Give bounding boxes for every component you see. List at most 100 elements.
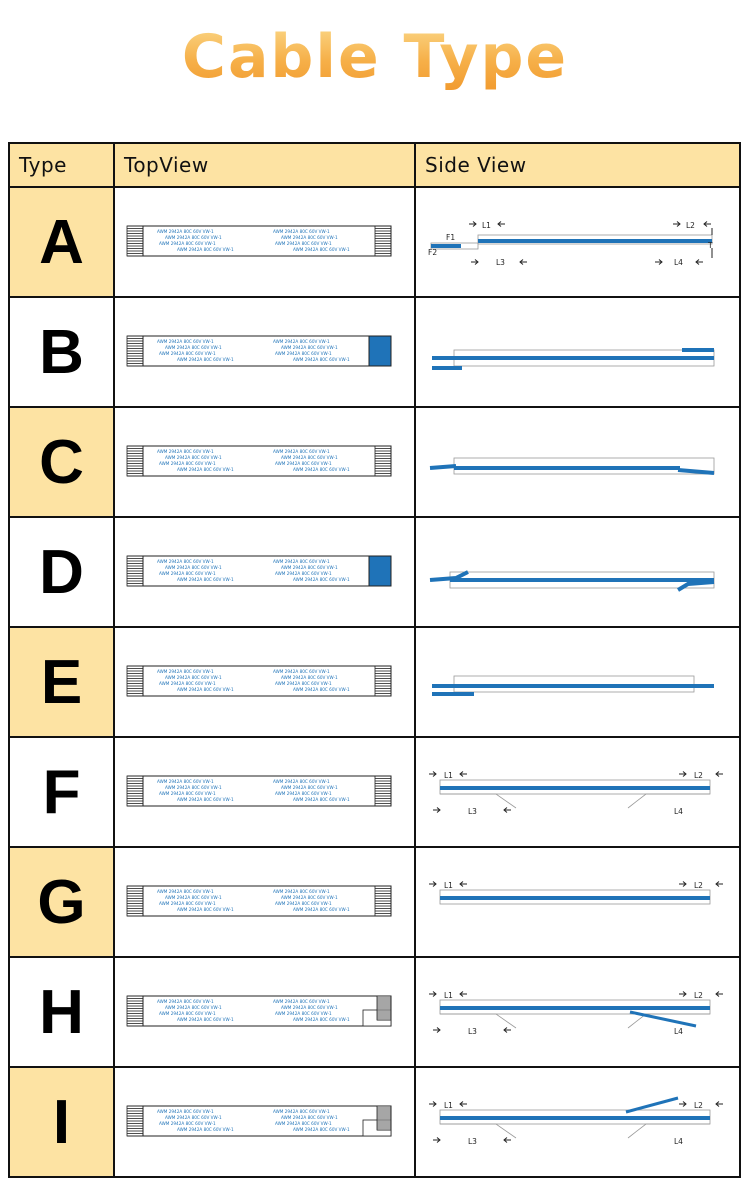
svg-text:AWM 2942A 80C 60V VW-1: AWM 2942A 80C 60V VW-1	[273, 339, 330, 344]
side-view-diagram-8: L1 L2 L3 L4	[429, 1096, 723, 1146]
svg-text:AWM 2942A 80C 60V VW-1: AWM 2942A 80C 60V VW-1	[293, 687, 350, 692]
svg-text:AWM 2942A 80C 60V VW-1: AWM 2942A 80C 60V VW-1	[165, 1115, 222, 1120]
svg-text:AWM 2942A 80C 60V VW-1: AWM 2942A 80C 60V VW-1	[273, 559, 330, 564]
type-label: C	[39, 427, 84, 497]
sideview-cell: L1 L2 L3 L4	[414, 1066, 741, 1178]
svg-text:L3: L3	[496, 258, 505, 267]
svg-text:AWM 2942A 80C 60V VW-1: AWM 2942A 80C 60V VW-1	[293, 1127, 350, 1132]
type-label: I	[52, 1087, 71, 1157]
topview-cell: AWM 2942A 80C 60V VW-1 AWM 2942A 80C 60V …	[113, 846, 416, 958]
svg-text:AWM 2942A 80C 60V VW-1: AWM 2942A 80C 60V VW-1	[157, 449, 214, 454]
type-label: G	[37, 867, 86, 937]
svg-text:AWM 2942A 80C 60V VW-1: AWM 2942A 80C 60V VW-1	[293, 797, 350, 802]
type-cell: I	[8, 1066, 115, 1178]
topview-cell: AWM 2942A 80C 60V VW-1 AWM 2942A 80C 60V …	[113, 956, 416, 1068]
svg-text:L1: L1	[444, 991, 453, 1000]
svg-text:AWM 2942A 80C 60V VW-1: AWM 2942A 80C 60V VW-1	[177, 1127, 234, 1132]
svg-text:AWM 2942A 80C 60V VW-1: AWM 2942A 80C 60V VW-1	[159, 461, 216, 466]
svg-text:L2: L2	[694, 1101, 703, 1110]
svg-text:AWM 2942A 80C 60V VW-1: AWM 2942A 80C 60V VW-1	[273, 779, 330, 784]
sideview-cell	[414, 516, 741, 628]
side-view-diagram-1	[432, 348, 715, 370]
svg-text:AWM 2942A 80C 60V VW-1: AWM 2942A 80C 60V VW-1	[157, 889, 214, 894]
svg-text:L2: L2	[694, 771, 703, 780]
svg-text:AWM 2942A 80C 60V VW-1: AWM 2942A 80C 60V VW-1	[281, 785, 338, 790]
svg-text:AWM 2942A 80C 60V VW-1: AWM 2942A 80C 60V VW-1	[281, 565, 338, 570]
table-row: I AWM 2942A 80C 60V VW-1 AWM 2942A 80C 60…	[8, 1066, 741, 1178]
side-view-diagram-4	[432, 675, 714, 696]
svg-text:AWM 2942A 80C 60V VW-1: AWM 2942A 80C 60V VW-1	[275, 241, 332, 246]
svg-text:AWM 2942A 80C 60V VW-1: AWM 2942A 80C 60V VW-1	[281, 1115, 338, 1120]
cable-type-table: Type TopView Side View A AWM 2942A 80C 6…	[8, 142, 741, 1178]
sideview-cell: L1 L2	[414, 846, 741, 958]
sideview-cell: L1 L2 L3 L4	[414, 956, 741, 1068]
svg-text:AWM 2942A 80C 60V VW-1: AWM 2942A 80C 60V VW-1	[159, 901, 216, 906]
svg-text:AWM 2942A 80C 60V VW-1: AWM 2942A 80C 60V VW-1	[281, 895, 338, 900]
svg-text:AWM 2942A 80C 60V VW-1: AWM 2942A 80C 60V VW-1	[165, 675, 222, 680]
svg-text:L1: L1	[444, 881, 453, 890]
type-cell: H	[8, 956, 115, 1068]
svg-text:AWM 2942A 80C 60V VW-1: AWM 2942A 80C 60V VW-1	[159, 1011, 216, 1016]
top-view-diagram-1: AWM 2942A 80C 60V VW-1 AWM 2942A 80C 60V …	[126, 335, 392, 367]
header-type: Type	[8, 142, 115, 188]
type-cell: G	[8, 846, 115, 958]
svg-text:AWM 2942A 80C 60V VW-1: AWM 2942A 80C 60V VW-1	[157, 779, 214, 784]
type-label: A	[39, 207, 84, 277]
svg-text:AWM 2942A 80C 60V VW-1: AWM 2942A 80C 60V VW-1	[157, 999, 214, 1004]
header-sideview: Side View	[414, 142, 741, 188]
svg-text:L4: L4	[674, 1027, 683, 1036]
topview-cell: AWM 2942A 80C 60V VW-1 AWM 2942A 80C 60V …	[113, 406, 416, 518]
svg-text:AWM 2942A 80C 60V VW-1: AWM 2942A 80C 60V VW-1	[281, 1005, 338, 1010]
type-cell: A	[8, 186, 115, 298]
svg-text:AWM 2942A 80C 60V VW-1: AWM 2942A 80C 60V VW-1	[275, 351, 332, 356]
svg-text:L2: L2	[694, 991, 703, 1000]
svg-text:AWM 2942A 80C 60V VW-1: AWM 2942A 80C 60V VW-1	[273, 1109, 330, 1114]
svg-text:AWM 2942A 80C 60V VW-1: AWM 2942A 80C 60V VW-1	[293, 467, 350, 472]
svg-text:T: T	[707, 241, 713, 250]
svg-text:AWM 2942A 80C 60V VW-1: AWM 2942A 80C 60V VW-1	[273, 999, 330, 1004]
svg-text:AWM 2942A 80C 60V VW-1: AWM 2942A 80C 60V VW-1	[293, 1017, 350, 1022]
svg-text:AWM 2942A 80C 60V VW-1: AWM 2942A 80C 60V VW-1	[159, 571, 216, 576]
side-view-diagram-7: L1 L2 L3 L4	[429, 991, 723, 1036]
svg-text:AWM 2942A 80C 60V VW-1: AWM 2942A 80C 60V VW-1	[157, 1109, 214, 1114]
svg-text:AWM 2942A 80C 60V VW-1: AWM 2942A 80C 60V VW-1	[159, 681, 216, 686]
svg-text:AWM 2942A 80C 60V VW-1: AWM 2942A 80C 60V VW-1	[275, 791, 332, 796]
svg-text:AWM 2942A 80C 60V VW-1: AWM 2942A 80C 60V VW-1	[177, 247, 234, 252]
svg-text:AWM 2942A 80C 60V VW-1: AWM 2942A 80C 60V VW-1	[165, 1005, 222, 1010]
svg-text:AWM 2942A 80C 60V VW-1: AWM 2942A 80C 60V VW-1	[273, 669, 330, 674]
topview-cell: AWM 2942A 80C 60V VW-1 AWM 2942A 80C 60V …	[113, 516, 416, 628]
table-header-row: Type TopView Side View	[8, 142, 741, 188]
svg-text:AWM 2942A 80C 60V VW-1: AWM 2942A 80C 60V VW-1	[157, 339, 214, 344]
topview-cell: AWM 2942A 80C 60V VW-1 AWM 2942A 80C 60V …	[113, 626, 416, 738]
svg-text:AWM 2942A 80C 60V VW-1: AWM 2942A 80C 60V VW-1	[165, 455, 222, 460]
sideview-cell: L1 L2 L3 L4	[414, 736, 741, 848]
type-cell: B	[8, 296, 115, 408]
sideview-cell: L1 L2 F1 F2 T L3 L4	[414, 186, 741, 298]
svg-text:AWM 2942A 80C 60V VW-1: AWM 2942A 80C 60V VW-1	[177, 1017, 234, 1022]
table-row: D AWM 2942A 80C 60V VW-1 AWM 2942A 80C 60…	[8, 516, 741, 628]
type-label: E	[40, 647, 83, 717]
svg-text:AWM 2942A 80C 60V VW-1: AWM 2942A 80C 60V VW-1	[165, 565, 222, 570]
svg-text:AWM 2942A 80C 60V VW-1: AWM 2942A 80C 60V VW-1	[177, 467, 234, 472]
svg-text:AWM 2942A 80C 60V VW-1: AWM 2942A 80C 60V VW-1	[273, 889, 330, 894]
type-cell: F	[8, 736, 115, 848]
sideview-cell	[414, 296, 741, 408]
svg-text:L4: L4	[674, 807, 683, 816]
svg-text:L1: L1	[444, 771, 453, 780]
svg-text:AWM 2942A 80C 60V VW-1: AWM 2942A 80C 60V VW-1	[159, 791, 216, 796]
svg-text:L3: L3	[468, 1027, 477, 1036]
svg-text:AWM 2942A 80C 60V VW-1: AWM 2942A 80C 60V VW-1	[165, 235, 222, 240]
svg-text:L2: L2	[686, 221, 695, 230]
table-row: E AWM 2942A 80C 60V VW-1 AWM 2942A 80C 60…	[8, 626, 741, 738]
sideview-cell	[414, 626, 741, 738]
svg-text:AWM 2942A 80C 60V VW-1: AWM 2942A 80C 60V VW-1	[275, 571, 332, 576]
sideview-cell	[414, 406, 741, 518]
header-topview: TopView	[113, 142, 416, 188]
svg-text:L3: L3	[468, 1137, 477, 1146]
